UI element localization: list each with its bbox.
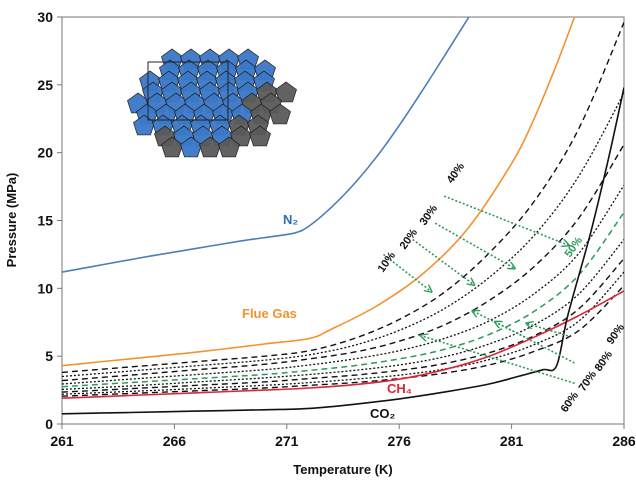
series-line-9	[62, 271, 624, 395]
hydrate-cage-cell-55	[161, 136, 183, 158]
hydrate-cage-cell-57	[199, 136, 221, 158]
trend-arrow-2	[434, 222, 514, 268]
series-line-6	[62, 211, 624, 388]
hydrate-cage-cell-54	[249, 125, 271, 147]
hydrate-cage-cell-41	[269, 103, 291, 125]
x-tick-label-5: 286	[612, 433, 636, 449]
label-co2: CO₂	[370, 406, 396, 421]
series-line-4	[62, 144, 624, 382]
series-line-5	[62, 184, 624, 385]
y-tick-label-1: 5	[45, 348, 53, 364]
hydrate-cage-cell-56	[180, 136, 202, 158]
y-tick-label-3: 15	[37, 213, 53, 229]
hydrate-cage-cell-25	[275, 81, 297, 103]
label-flue-gas: Flue Gas	[242, 306, 297, 321]
y-tick-label-0: 0	[45, 416, 53, 432]
y-tick-label-4: 20	[37, 145, 53, 161]
series-line-12	[62, 87, 624, 415]
trend-arrow-0	[382, 253, 430, 291]
trend-arrow-6	[496, 322, 575, 364]
label-n2: N₂	[283, 212, 298, 227]
x-tick-label-4: 281	[500, 433, 524, 449]
trend-arrow-4	[527, 324, 569, 337]
x-tick-label-0: 261	[50, 433, 74, 449]
series-line-8	[62, 258, 624, 393]
series-line-7	[62, 239, 624, 391]
series-line-3	[62, 92, 624, 378]
hydrate-cage-cell-58	[218, 136, 240, 158]
tick-layer: 261 266 271 276 281 286 0 5 10 15 20 25 30	[37, 9, 635, 449]
trend-arrow-7	[422, 336, 575, 385]
y-tick-label-6: 30	[37, 9, 53, 25]
y-tick-label-2: 10	[37, 280, 53, 296]
trend-arrow-1	[412, 238, 474, 284]
series-line-0	[62, 17, 470, 273]
series-line-11	[62, 290, 624, 399]
x-axis-title: Temperature (K)	[293, 462, 392, 477]
hydrate-cage-cell-53	[230, 125, 252, 147]
y-tick-label-5: 25	[37, 77, 53, 93]
label-ch4: CH₄	[387, 381, 412, 396]
y-axis-title: Pressure (MPa)	[4, 173, 19, 268]
series-line-1	[62, 17, 576, 367]
x-tick-label-2: 271	[275, 433, 299, 449]
x-tick-label-3: 276	[388, 433, 412, 449]
x-tick-label-1: 266	[163, 433, 187, 449]
unit-cell-box	[147, 61, 229, 121]
series-layer	[62, 17, 624, 415]
hydrate-cage-inset	[127, 48, 297, 158]
arrow-layer	[382, 195, 575, 385]
